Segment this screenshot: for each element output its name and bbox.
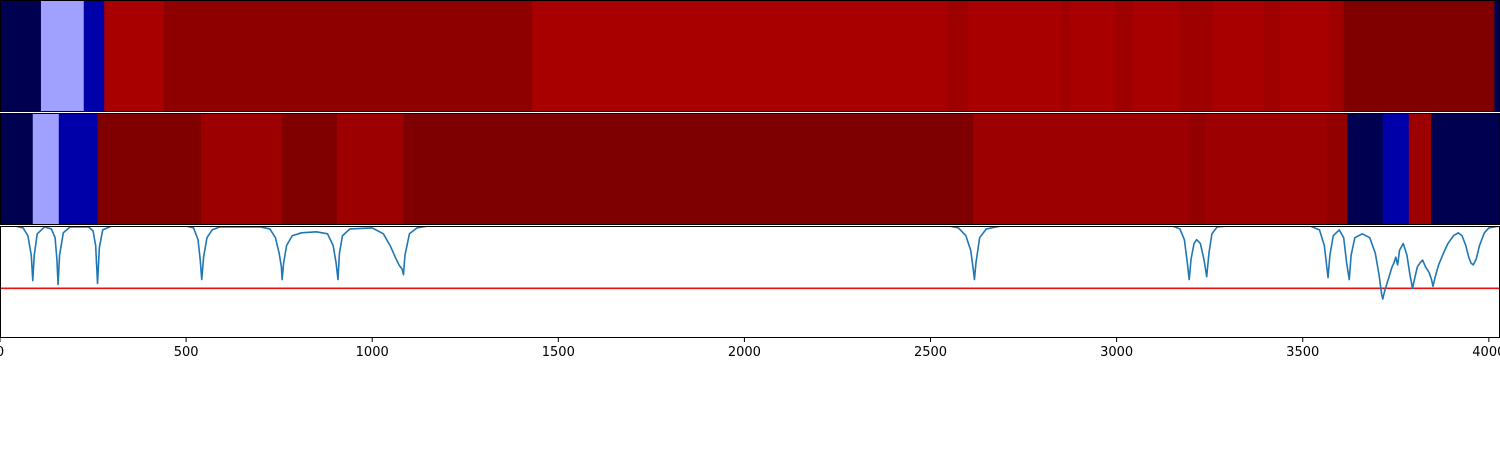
heatmap-segment	[40, 0, 85, 112]
heatmap-segment	[336, 113, 405, 225]
heatmap-segment	[1328, 0, 1345, 112]
heatmap-segment	[83, 0, 105, 112]
heatmap-segment	[532, 0, 948, 112]
heatmap-segment	[200, 113, 283, 225]
heatmap-segment	[1382, 113, 1410, 225]
x-tick-label: 2000	[728, 345, 761, 360]
heatmap-segment	[947, 0, 969, 112]
heatmap-segment	[403, 113, 974, 225]
heatmap-segment	[1326, 113, 1348, 225]
x-tick-label: 2500	[914, 345, 947, 360]
heatmap-segment	[32, 113, 60, 225]
heatmap-segment	[1213, 0, 1265, 112]
x-tick-label: 1000	[356, 345, 389, 360]
heatmap-segment	[967, 0, 1064, 112]
line-panel-background	[0, 226, 1500, 338]
heatmap-segment	[1280, 0, 1330, 112]
heatmap-segment	[1179, 0, 1214, 112]
heatmap-segment	[1133, 0, 1181, 112]
heatmap-segment	[104, 0, 165, 112]
heatmap-segment	[282, 113, 338, 225]
x-tick-label: 3000	[1100, 345, 1133, 360]
heatmap-segment	[1205, 113, 1328, 225]
heatmap-segment	[163, 0, 533, 112]
x-tick-label: 500	[174, 345, 199, 360]
heatmap-segment	[1347, 113, 1384, 225]
heatmap-segment	[0, 113, 34, 225]
heatmap-segment	[1263, 0, 1281, 112]
heatmap-segment	[97, 113, 202, 225]
heatmap-segment	[1114, 0, 1134, 112]
heatmap-segment	[1494, 0, 1500, 112]
x-tick-label: 3500	[1286, 345, 1319, 360]
x-tick-label: 1500	[542, 345, 575, 360]
heatmap-segment	[1431, 113, 1500, 225]
x-tick-label: 4000	[1472, 345, 1500, 360]
heatmap-segment	[973, 113, 1190, 225]
line-panel	[0, 226, 1500, 338]
heatmap-segment	[1343, 0, 1495, 112]
heatmap-bottom	[0, 113, 1500, 225]
heatmap-segment	[0, 0, 42, 112]
heatmap-segment	[1070, 0, 1116, 112]
heatmap-segment	[1189, 113, 1207, 225]
x-axis: 0 500 1000 1500 2000 2500 3000 3500 4000	[0, 338, 1500, 360]
x-tick-label: 0	[0, 345, 4, 360]
heatmap-segment	[1408, 113, 1432, 225]
heatmap-segment	[1062, 0, 1071, 112]
heatmap-top	[0, 0, 1500, 112]
heatmap-segment	[58, 113, 99, 225]
